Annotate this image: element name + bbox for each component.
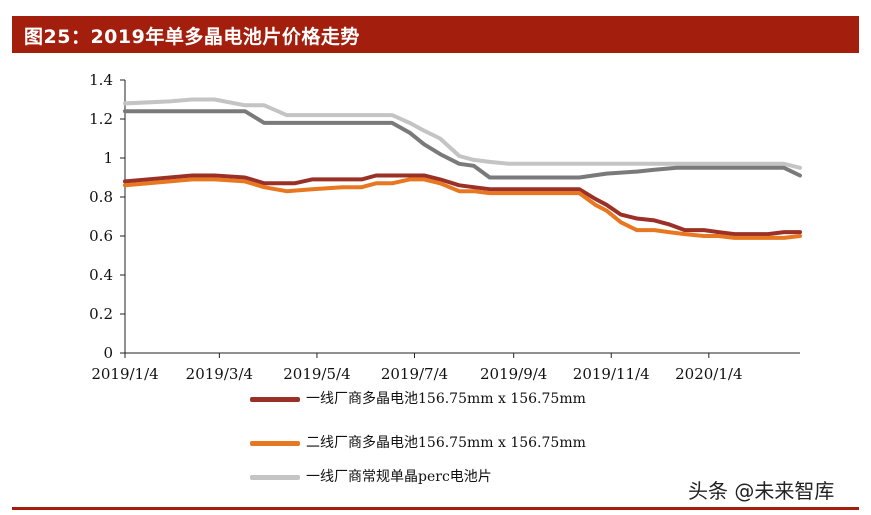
x-tick-label: 2019/5/4 xyxy=(283,365,350,383)
bottom-rule xyxy=(12,507,859,510)
y-tick-label: 0.4 xyxy=(89,266,113,284)
x-tick-label: 2019/7/4 xyxy=(381,365,448,383)
y-tick-label: 0.8 xyxy=(89,188,113,206)
legend-swatch-3 xyxy=(250,475,300,480)
y-tick-label: 1 xyxy=(103,149,113,167)
legend-swatch-2 xyxy=(250,441,300,446)
y-tick-label: 0.6 xyxy=(89,227,113,245)
y-tick-label: 0.2 xyxy=(89,305,113,323)
legend-label-1: 一线厂商多晶电池156.75mm x 156.75mm xyxy=(306,391,586,407)
series-line-2 xyxy=(123,177,802,240)
y-tick-label: 0 xyxy=(103,344,113,362)
watermark: 头条 @未来智库 xyxy=(688,479,835,503)
chart-title: 图25：2019年单多晶电池片价格走势 xyxy=(24,26,360,48)
series-line-1 xyxy=(123,173,802,237)
legend-swatch-1 xyxy=(250,397,300,402)
x-tick-label: 2019/3/4 xyxy=(186,365,253,383)
y-tick-label: 1.4 xyxy=(89,71,113,89)
x-tick-label: 2019/11/4 xyxy=(573,365,650,383)
legend-label-3: 一线厂商常规单晶perc电池片 xyxy=(306,469,492,485)
y-tick-label: 1.2 xyxy=(89,110,113,128)
x-tick-label: 2019/9/4 xyxy=(480,365,547,383)
legend-label-2: 二线厂商多晶电池156.75mm x 156.75mm xyxy=(306,435,586,451)
x-tick-label: 2019/1/4 xyxy=(91,365,158,383)
series-line-3 xyxy=(123,97,802,170)
series-line-4 xyxy=(123,109,802,180)
x-tick-label: 2020/1/4 xyxy=(675,365,742,383)
title-bar: 图25：2019年单多晶电池片价格走势 xyxy=(12,16,859,53)
